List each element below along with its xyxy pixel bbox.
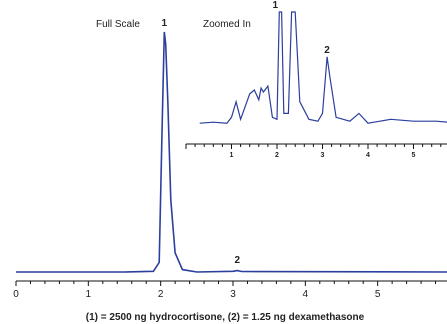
zoomed-in-label: Zoomed In — [203, 19, 251, 30]
chart-caption: (1) = 2500 ng hydrocortisone, (2) = 1.25… — [86, 312, 365, 323]
zoomed-in-x-axis — [185, 143, 447, 149]
peak-labels: 1 2 1 2 — [162, 0, 331, 266]
full-scale-x-axis — [15, 280, 447, 286]
x-tick-label: 1 — [86, 289, 92, 300]
x-tick-label: 1 — [230, 152, 234, 159]
peak-label: 1 — [162, 18, 168, 29]
full-scale-trace — [16, 31, 447, 273]
x-tick-label: 3 — [321, 152, 325, 159]
x-tick-label: 5 — [375, 289, 381, 300]
x-tick-label: 3 — [230, 289, 236, 300]
full-scale-label: Full Scale — [96, 19, 140, 30]
x-tick-label: 2 — [275, 152, 279, 159]
zoomed-in-trace — [199, 11, 447, 124]
zoomed-in-tick-labels: 123456 — [230, 152, 416, 159]
full-scale-tick-labels: 0 1 2 3 4 5 — [13, 289, 381, 300]
peak-label: 2 — [235, 255, 241, 266]
peak-label: 1 — [272, 0, 278, 11]
peak-label: 2 — [324, 45, 330, 56]
x-tick-label: 4 — [366, 152, 370, 159]
x-tick-label: 5 — [412, 152, 416, 159]
x-tick-label: 4 — [303, 289, 309, 300]
x-tick-label: 0 — [13, 289, 19, 300]
x-tick-label: 2 — [158, 289, 164, 300]
